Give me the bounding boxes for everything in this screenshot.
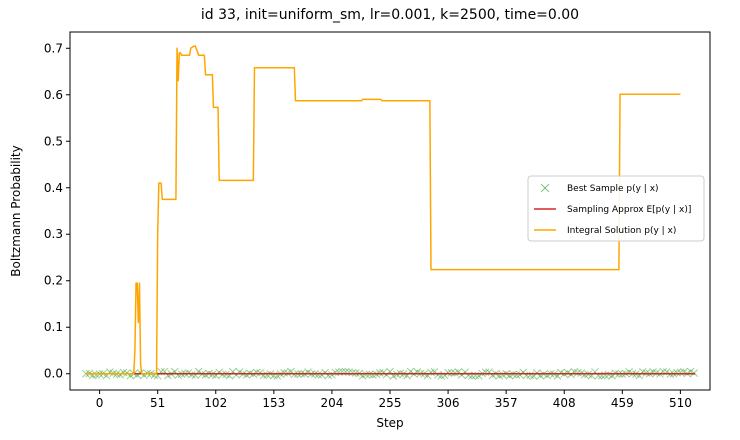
legend-box <box>527 175 705 242</box>
best-sample-marker <box>187 370 196 379</box>
best-sample-marker <box>348 368 357 377</box>
y-tick-label: 0.3 <box>44 227 63 241</box>
best-sample-marker <box>447 368 456 377</box>
y-tick-label: 0.4 <box>44 181 63 195</box>
x-tick-label: 510 <box>669 396 692 410</box>
x-axis: 0 51 102 153 204 255 306 357 408 459 510 <box>96 390 692 410</box>
y-tick-label: 0.0 <box>44 367 63 381</box>
legend-item-sampling-approx: Sampling Approx E[p(y | x)] <box>534 205 691 215</box>
best-sample-marker <box>317 371 326 379</box>
best-sample-marker <box>379 368 388 377</box>
x-axis-label: Step <box>376 416 403 430</box>
y-tick-label: 0.7 <box>44 41 63 55</box>
y-tick-label: 0.5 <box>44 134 63 148</box>
best-sample-marker <box>280 369 288 377</box>
y-tick-label: 0.1 <box>44 320 63 334</box>
best-sample-marker <box>522 371 531 380</box>
legend-label-sampling-approx: Sampling Approx E[p(y | x)] <box>567 205 691 215</box>
best-sample-marker <box>580 370 589 379</box>
best-sample-marker <box>331 368 340 377</box>
best-sample-marker <box>133 371 142 379</box>
x-tick-label: 255 <box>379 396 402 410</box>
x-tick-label: 51 <box>150 396 165 410</box>
legend-x-marker <box>540 183 550 193</box>
chart-title: id 33, init=uniform_sm, lr=0.001, k=2500… <box>201 7 579 23</box>
x-tick-label: 204 <box>320 396 343 410</box>
best-sample-marker <box>444 368 452 377</box>
y-axis: 0.0 0.1 0.2 0.3 0.4 0.5 0.6 0.7 <box>44 41 70 381</box>
best-sample-marker <box>314 370 323 379</box>
x-tick-label: 459 <box>611 396 634 410</box>
legend: Best Sample p(y | x) Sampling Approx E[p… <box>527 175 705 242</box>
best-sample-marker <box>574 368 582 377</box>
x-tick-label: 357 <box>495 396 518 410</box>
legend-item-best-sample: Best Sample p(y | x) <box>540 183 659 194</box>
y-tick-label: 0.2 <box>44 274 63 288</box>
x-tick-label: 306 <box>437 396 460 410</box>
best-sample-marker <box>515 370 524 379</box>
best-sample-marker <box>512 371 521 379</box>
legend-item-integral-solution: Integral Solution p(y | x) <box>534 226 676 236</box>
best-sample-marker <box>116 370 124 379</box>
legend-label-integral-solution: Integral Solution p(y | x) <box>567 226 676 236</box>
best-sample-marker <box>328 370 336 379</box>
x-tick-label: 102 <box>204 396 227 410</box>
best-sample-marker <box>252 368 261 377</box>
best-sample-marker <box>362 370 370 379</box>
best-sample-marker <box>290 370 299 379</box>
best-sample-marker <box>136 369 145 377</box>
best-sample-marker <box>375 369 384 377</box>
best-sample-marker <box>673 368 681 377</box>
plot-area <box>82 45 698 380</box>
best-sample-marker <box>215 368 224 377</box>
series-best-sample <box>82 367 698 380</box>
y-tick-label: 0.6 <box>44 88 63 102</box>
x-tick-label: 153 <box>262 396 285 410</box>
legend-label-best-sample: Best Sample p(y | x) <box>567 184 659 194</box>
series-integral-solution <box>85 45 681 375</box>
best-sample-marker <box>481 368 490 377</box>
x-tick-label: 408 <box>553 396 576 410</box>
best-sample-marker <box>427 368 435 377</box>
x-tick-label: 0 <box>96 396 104 410</box>
y-axis-label: Boltzmann Probability <box>9 145 23 276</box>
